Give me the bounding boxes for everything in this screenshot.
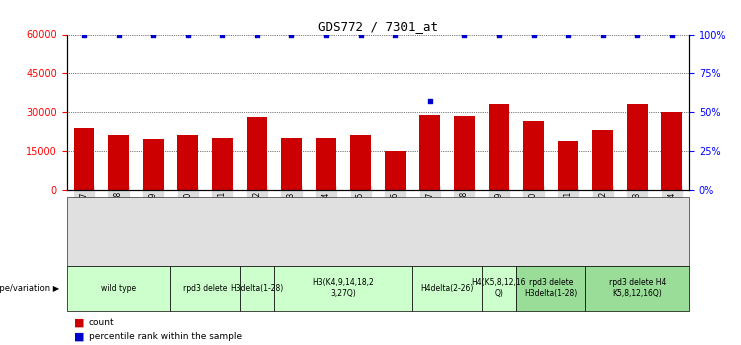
Point bbox=[666, 32, 678, 37]
Point bbox=[251, 32, 263, 37]
Text: ■: ■ bbox=[74, 332, 84, 341]
Bar bbox=[488, 104, 509, 190]
Title: GDS772 / 7301_at: GDS772 / 7301_at bbox=[318, 20, 438, 33]
Bar bbox=[316, 138, 336, 190]
Point bbox=[182, 32, 193, 37]
Point bbox=[424, 99, 436, 104]
Bar bbox=[419, 115, 440, 190]
Point bbox=[528, 32, 539, 37]
Point bbox=[113, 32, 124, 37]
Text: count: count bbox=[89, 318, 115, 327]
Bar bbox=[592, 130, 613, 190]
Point bbox=[493, 32, 505, 37]
Bar bbox=[177, 135, 198, 190]
Point bbox=[562, 32, 574, 37]
Text: wild type: wild type bbox=[101, 284, 136, 293]
Bar bbox=[247, 117, 268, 190]
Point bbox=[285, 32, 297, 37]
Bar bbox=[454, 116, 475, 190]
Text: rpd3 delete
H3delta(1-28): rpd3 delete H3delta(1-28) bbox=[524, 278, 577, 298]
Bar bbox=[662, 112, 682, 190]
Bar bbox=[143, 139, 164, 190]
Point bbox=[216, 32, 228, 37]
Point bbox=[355, 32, 367, 37]
Point bbox=[147, 32, 159, 37]
Text: rpd3 delete H4
K5,8,12,16Q): rpd3 delete H4 K5,8,12,16Q) bbox=[608, 278, 666, 298]
Point bbox=[320, 32, 332, 37]
Bar bbox=[350, 135, 371, 190]
Text: H4delta(2-26): H4delta(2-26) bbox=[420, 284, 473, 293]
Bar bbox=[385, 151, 405, 190]
Point bbox=[389, 32, 401, 37]
Point bbox=[631, 32, 643, 37]
Bar bbox=[73, 128, 94, 190]
Bar bbox=[523, 121, 544, 190]
Text: percentile rank within the sample: percentile rank within the sample bbox=[89, 332, 242, 341]
Bar bbox=[627, 104, 648, 190]
Point bbox=[597, 32, 608, 37]
Bar bbox=[281, 138, 302, 190]
Text: ■: ■ bbox=[74, 318, 84, 327]
Text: H3(K4,9,14,18,2
3,27Q): H3(K4,9,14,18,2 3,27Q) bbox=[313, 278, 374, 298]
Text: genotype/variation ▶: genotype/variation ▶ bbox=[0, 284, 59, 293]
Text: rpd3 delete: rpd3 delete bbox=[183, 284, 227, 293]
Text: H3delta(1-28): H3delta(1-28) bbox=[230, 284, 284, 293]
Point bbox=[78, 32, 90, 37]
Text: H4(K5,8,12,16
Q): H4(K5,8,12,16 Q) bbox=[472, 278, 526, 298]
Bar bbox=[108, 135, 129, 190]
Point bbox=[459, 32, 471, 37]
Bar bbox=[558, 141, 579, 190]
Bar bbox=[212, 138, 233, 190]
